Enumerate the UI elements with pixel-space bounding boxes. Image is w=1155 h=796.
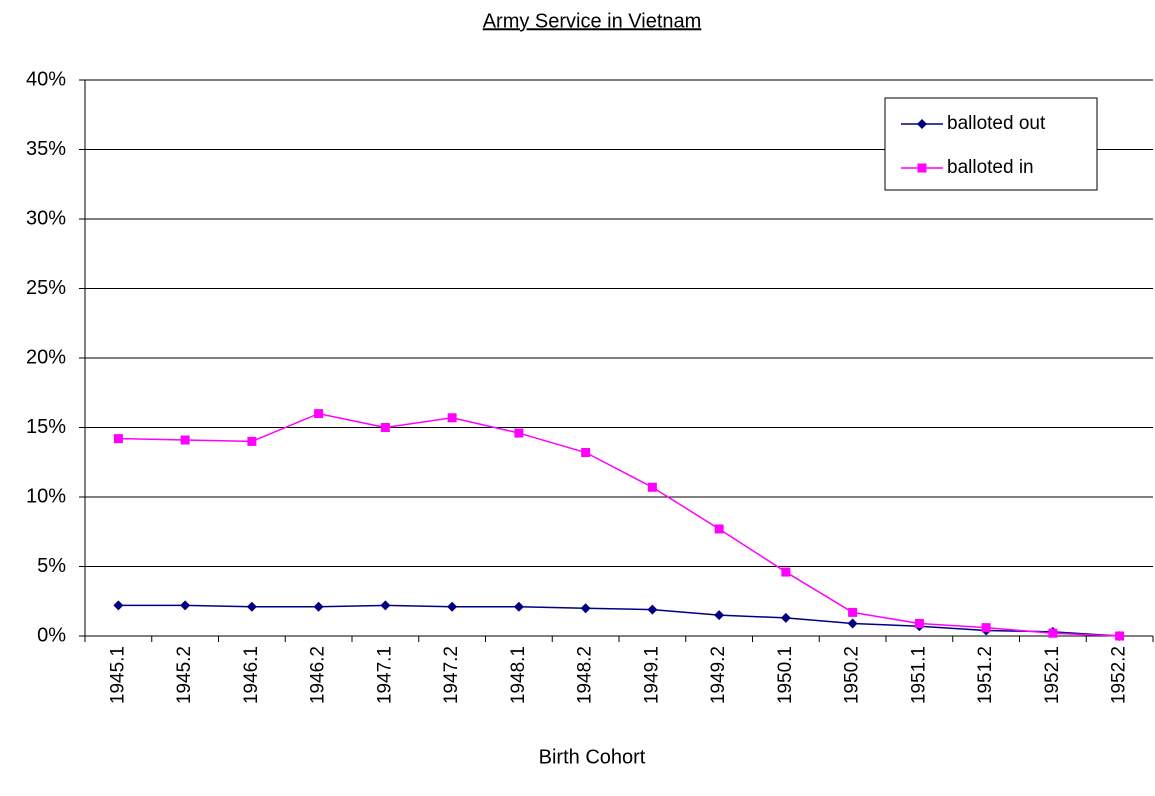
marker [581, 448, 591, 458]
x-tick-label: 1951.2 [975, 646, 996, 704]
x-axis-label: Birth Cohort [539, 746, 646, 768]
marker [781, 567, 791, 577]
legend-marker [917, 163, 927, 173]
marker [180, 435, 190, 445]
x-tick-label: 1948.2 [575, 646, 596, 704]
y-tick-label: 0% [37, 624, 66, 646]
x-tick-label: 1951.1 [908, 646, 929, 704]
y-tick-label: 15% [26, 416, 66, 438]
x-tick-label: 1947.1 [374, 646, 395, 704]
marker [914, 618, 924, 628]
marker [513, 601, 524, 612]
marker [647, 604, 658, 615]
x-tick-label: 1950.1 [775, 646, 796, 704]
marker [1048, 628, 1058, 638]
marker [647, 482, 657, 492]
x-tick-label: 1946.1 [241, 646, 262, 704]
x-tick-label: 1946.2 [308, 646, 329, 704]
marker [714, 610, 725, 621]
series-line [118, 604, 1120, 637]
marker [247, 436, 257, 446]
y-tick-label: 40% [26, 68, 66, 90]
x-tick-label: 1948.1 [508, 646, 529, 704]
marker [447, 601, 458, 612]
marker [380, 423, 390, 432]
marker [780, 612, 791, 623]
y-tick-label: 20% [26, 346, 66, 368]
x-tick-label: 1945.1 [107, 646, 128, 704]
marker [447, 413, 457, 423]
x-tick-label: 1950.2 [842, 646, 863, 704]
legend-label: balloted out [947, 113, 1046, 134]
marker [380, 600, 391, 611]
marker [313, 601, 324, 612]
x-tick-label: 1949.2 [708, 646, 729, 704]
chart-title: Army Service in Vietnam [483, 10, 702, 32]
marker [714, 524, 724, 534]
x-tick-label: 1952.2 [1109, 646, 1130, 704]
marker [848, 607, 858, 617]
marker [514, 428, 524, 438]
marker [113, 434, 123, 444]
x-tick-label: 1949.1 [641, 646, 662, 704]
y-tick-label: 35% [26, 138, 66, 160]
legend [884, 97, 1098, 191]
marker [981, 623, 991, 633]
y-tick-label: 5% [37, 555, 66, 577]
legend-marker [917, 119, 927, 129]
y-tick-label: 25% [26, 277, 66, 299]
x-tick-label: 1947.2 [441, 646, 462, 704]
legend-label: balloted in [947, 157, 1034, 178]
x-tick-label: 1945.2 [174, 646, 195, 704]
marker [580, 603, 591, 614]
series-line [118, 412, 1120, 637]
marker [1115, 631, 1125, 641]
marker [246, 601, 257, 612]
marker [314, 409, 324, 419]
marker [113, 600, 124, 611]
marker [847, 618, 858, 629]
y-tick-label: 10% [26, 485, 66, 507]
marker [180, 600, 191, 611]
y-tick-label: 30% [26, 207, 66, 229]
x-tick-label: 1952.1 [1042, 646, 1063, 704]
